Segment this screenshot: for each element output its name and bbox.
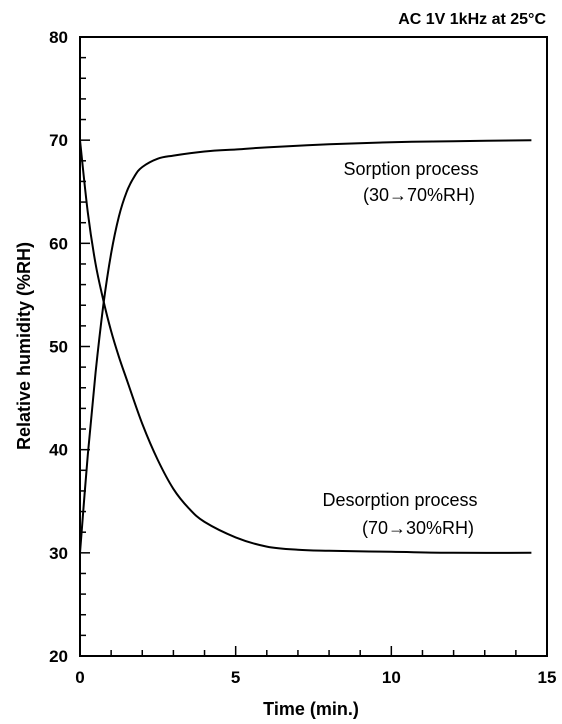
x-tick-label: 5 (231, 668, 240, 687)
sorption-curve (79, 139, 532, 553)
desorption-annotation-line2: (70→30%RH) (362, 518, 474, 538)
y-tick-label: 30 (49, 544, 68, 563)
y-axis-title: Relative humidity (%RH) (14, 242, 34, 450)
sorption-annotation-line2: (30→70%RH) (363, 185, 475, 205)
y-tick-label: 70 (49, 131, 68, 150)
x-tick-label: 0 (75, 668, 84, 687)
y-tick-label: 20 (49, 647, 68, 666)
sorption-annotation-line1: Sorption process (343, 159, 478, 179)
x-tick-label: 10 (382, 668, 401, 687)
condition-label: AC 1V 1kHz at 25°C (398, 11, 546, 28)
x-tick-labels: 0 5 10 15 (75, 668, 556, 687)
y-tick-label: 50 (49, 338, 68, 357)
y-tick-labels: 20 30 40 50 60 70 80 (49, 28, 68, 666)
axis-ticks (80, 56, 517, 656)
y-tick-label: 40 (49, 441, 68, 460)
y-tick-label: 60 (49, 234, 68, 253)
plot-frame (79, 36, 548, 657)
desorption-curve (79, 140, 532, 554)
x-tick-label: 15 (538, 668, 557, 687)
desorption-annotation-line1: Desorption process (322, 490, 477, 510)
curves (79, 139, 532, 554)
x-axis-title: Time (min.) (263, 699, 359, 719)
y-tick-label: 80 (49, 28, 68, 47)
